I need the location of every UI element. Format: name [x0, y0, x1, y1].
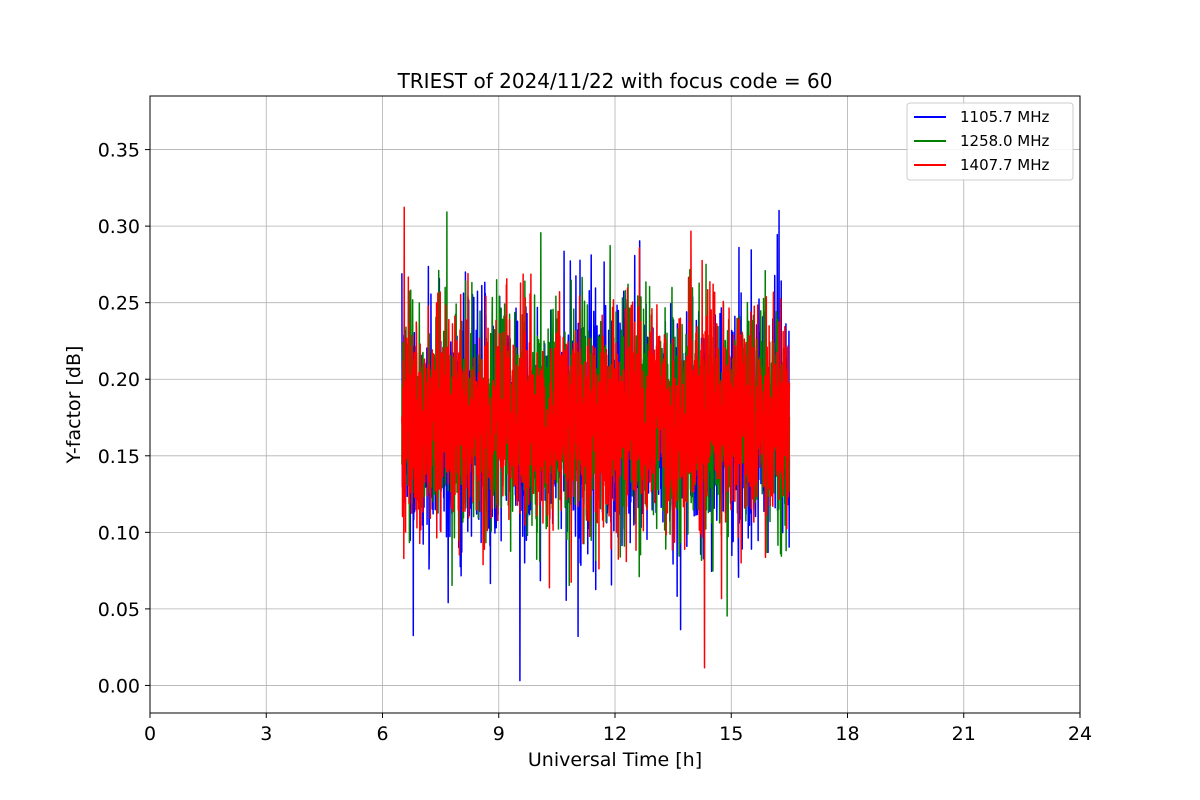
y-tick-label: 0.10	[98, 522, 140, 544]
x-tick-label: 15	[719, 723, 743, 745]
x-axis-label: Universal Time [h]	[528, 749, 702, 771]
x-tick-label: 0	[144, 723, 156, 745]
x-tick-label: 21	[952, 723, 976, 745]
legend-label: 1407.7 MHz	[960, 156, 1049, 174]
y-tick-label: 0.15	[98, 446, 140, 468]
legend-label: 1105.7 MHz	[960, 108, 1049, 126]
y-tick-label: 0.30	[98, 216, 140, 238]
y-tick-label: 0.05	[98, 599, 140, 621]
legend: 1105.7 MHz 1258.0 MHz 1407.7 MHz	[906, 102, 1074, 181]
x-tick-label: 12	[603, 723, 627, 745]
x-axis: 0 3 6 9 12 15 18 21 24	[144, 713, 1092, 745]
x-tick-label: 6	[376, 723, 388, 745]
y-tick-label: 0.00	[98, 675, 140, 697]
series-layer	[401, 206, 791, 682]
y-tick-label: 0.25	[98, 293, 140, 315]
y-axis-label: Y-factor [dB]	[63, 346, 85, 465]
y-axis: 0.00 0.05 0.10 0.15 0.20 0.25 0.30 0.35	[98, 140, 150, 697]
series-line-3	[401, 206, 791, 669]
legend-frame	[906, 102, 1074, 181]
chart-title: TRIEST of 2024/11/22 with focus code = 6…	[397, 69, 833, 93]
x-tick-label: 3	[260, 723, 272, 745]
x-tick-label: 24	[1068, 723, 1092, 745]
y-tick-label: 0.20	[98, 369, 140, 391]
x-tick-label: 9	[493, 723, 505, 745]
x-tick-label: 18	[835, 723, 859, 745]
legend-label: 1258.0 MHz	[960, 132, 1049, 150]
y-tick-label: 0.35	[98, 140, 140, 162]
